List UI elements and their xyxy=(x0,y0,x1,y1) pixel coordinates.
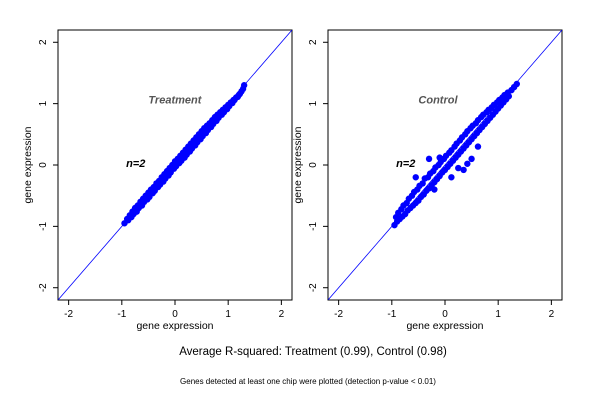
figure-footnote: Genes detected at least one chip were pl… xyxy=(180,377,436,386)
x-tick-label: 2 xyxy=(549,309,555,320)
x-tick-label: 1 xyxy=(495,309,501,320)
data-point xyxy=(240,82,248,89)
data-point xyxy=(425,155,433,163)
y-tick-label: -2 xyxy=(38,283,49,292)
data-point xyxy=(412,174,419,181)
y-tick-label: 1 xyxy=(38,100,49,106)
y-tick-label: 2 xyxy=(38,39,49,45)
y-tick-label: -1 xyxy=(308,221,319,230)
x-tick-label: 0 xyxy=(172,309,178,320)
x-tick-label: 0 xyxy=(442,309,448,320)
data-point xyxy=(505,93,513,100)
y-tick-label: -1 xyxy=(38,221,49,230)
data-point xyxy=(431,186,438,193)
data-point xyxy=(419,180,426,187)
panel-treatment: -2 -1 0 1 2 -2 -1 0 1 2 gene expression gene expres… xyxy=(22,29,293,332)
x-axis-label: gene expression xyxy=(406,320,483,332)
y-tick-label: 0 xyxy=(38,162,49,168)
figure-caption: Average R-squared: Treatment (0.99), Con… xyxy=(179,346,447,358)
x-tick-label: -2 xyxy=(334,309,343,320)
sample-size-annotation: n=2 xyxy=(126,158,145,170)
data-point xyxy=(513,80,520,88)
y-tick-label: 2 xyxy=(308,39,319,45)
data-point xyxy=(448,174,455,181)
data-point xyxy=(460,166,467,174)
y-tick-label: 0 xyxy=(308,162,319,168)
x-tick-label: -1 xyxy=(117,309,126,320)
sample-size-annotation: n=2 xyxy=(396,158,415,170)
x-tick-label: 2 xyxy=(279,309,285,320)
data-point xyxy=(455,164,462,172)
data-point xyxy=(468,155,475,163)
panel-label: Treatment xyxy=(148,95,202,107)
x-tick-label: -1 xyxy=(387,309,396,320)
data-point xyxy=(464,160,471,167)
data-point xyxy=(474,143,482,150)
panel-control: -2 -1 0 1 2 -2 -1 0 1 2 gene expression gene expres… xyxy=(292,29,563,332)
y-axis-label: gene expression xyxy=(292,126,304,203)
x-tick-label: 1 xyxy=(225,309,231,320)
x-tick-label: -2 xyxy=(64,309,73,320)
y-tick-label: 1 xyxy=(308,100,319,106)
data-points xyxy=(121,82,248,227)
y-axis-label: gene expression xyxy=(22,126,34,203)
x-axis-label: gene expression xyxy=(136,320,213,332)
y-tick-label: -2 xyxy=(308,283,319,292)
data-point xyxy=(436,154,443,161)
reference-line-y-equals-x xyxy=(328,30,562,300)
panel-label: Control xyxy=(418,95,458,107)
data-points xyxy=(391,80,520,229)
